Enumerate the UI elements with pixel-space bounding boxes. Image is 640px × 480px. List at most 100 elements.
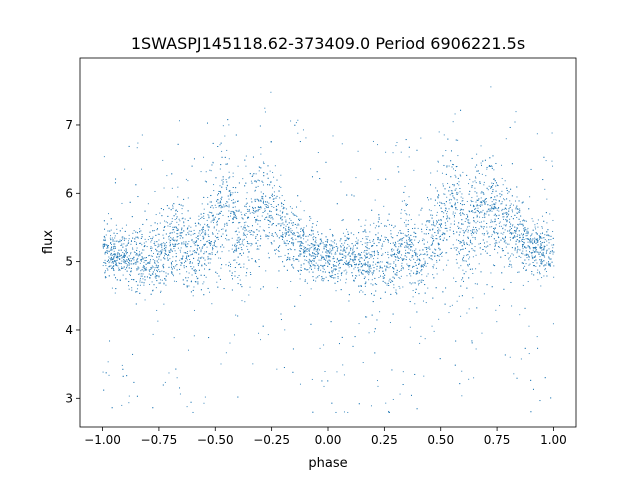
data-point <box>303 238 305 240</box>
data-point <box>169 240 171 242</box>
data-point <box>196 240 198 242</box>
data-point <box>343 246 345 248</box>
data-point <box>264 208 266 210</box>
data-point <box>401 238 403 240</box>
data-point <box>501 210 503 212</box>
data-point <box>349 258 351 260</box>
data-point <box>213 184 215 186</box>
data-point <box>407 244 409 246</box>
data-point <box>466 200 468 202</box>
data-point <box>111 249 113 251</box>
data-point <box>317 152 319 154</box>
data-point <box>414 227 416 229</box>
data-point <box>255 211 257 213</box>
data-point <box>234 271 236 273</box>
data-point <box>456 300 458 302</box>
data-point <box>286 233 288 235</box>
data-point <box>204 233 206 235</box>
data-point <box>151 239 153 241</box>
data-point <box>325 257 327 259</box>
data-point <box>424 261 426 263</box>
data-point <box>298 218 300 220</box>
data-point <box>128 395 130 397</box>
data-point <box>476 153 478 155</box>
data-point <box>208 215 210 217</box>
data-point <box>244 301 246 303</box>
data-point <box>314 257 316 259</box>
data-point <box>414 282 416 284</box>
data-point <box>468 210 470 212</box>
data-point <box>328 256 330 258</box>
data-point <box>359 253 361 255</box>
data-point <box>364 242 366 244</box>
data-point <box>412 243 414 245</box>
data-point <box>448 312 450 314</box>
data-point <box>477 199 479 201</box>
data-point <box>296 224 298 226</box>
data-point <box>542 254 544 256</box>
data-point <box>220 210 222 212</box>
data-point <box>340 273 342 275</box>
data-point <box>511 209 513 211</box>
data-point <box>494 218 496 220</box>
data-point <box>121 364 123 366</box>
data-point <box>168 238 170 240</box>
data-point <box>332 241 334 243</box>
data-point <box>492 264 494 266</box>
data-point <box>204 251 206 253</box>
data-point <box>370 254 372 256</box>
data-point <box>172 273 174 275</box>
data-point <box>453 247 455 249</box>
data-point <box>315 249 317 251</box>
data-point <box>299 245 301 247</box>
data-point <box>108 245 109 247</box>
data-point <box>491 201 493 203</box>
data-point <box>321 240 323 242</box>
data-point <box>522 220 524 222</box>
data-point <box>497 252 499 254</box>
data-point <box>400 238 402 240</box>
data-point <box>160 251 162 253</box>
data-point <box>548 235 550 237</box>
data-point <box>424 253 426 255</box>
data-point <box>495 207 497 209</box>
data-point <box>246 192 248 194</box>
data-point <box>187 349 189 351</box>
data-point <box>462 200 464 202</box>
data-point <box>391 369 393 371</box>
data-point <box>546 244 548 246</box>
data-point <box>151 247 153 249</box>
data-point <box>462 239 464 241</box>
data-point <box>247 210 249 212</box>
data-point <box>505 211 507 213</box>
data-point <box>267 177 269 179</box>
data-point <box>318 253 320 255</box>
data-point <box>446 213 448 215</box>
data-point <box>509 236 511 238</box>
data-point <box>179 237 181 239</box>
data-point <box>139 284 141 286</box>
data-point <box>539 247 541 249</box>
data-point <box>541 246 543 248</box>
data-point <box>388 257 390 259</box>
data-point <box>309 234 311 236</box>
data-point <box>114 237 116 239</box>
data-point <box>167 259 169 261</box>
data-point <box>509 260 511 262</box>
data-point <box>478 205 480 207</box>
data-point <box>423 258 425 260</box>
data-point <box>432 243 434 245</box>
data-point <box>111 262 113 264</box>
data-point <box>355 275 357 277</box>
data-point <box>537 279 539 281</box>
data-point <box>183 243 185 245</box>
data-point <box>260 220 262 222</box>
data-point <box>110 257 112 259</box>
data-point <box>243 222 245 224</box>
data-point <box>249 231 251 233</box>
data-point <box>544 269 546 271</box>
data-point <box>491 210 493 212</box>
data-point <box>456 239 458 241</box>
data-point <box>254 200 256 202</box>
data-point <box>103 389 105 391</box>
